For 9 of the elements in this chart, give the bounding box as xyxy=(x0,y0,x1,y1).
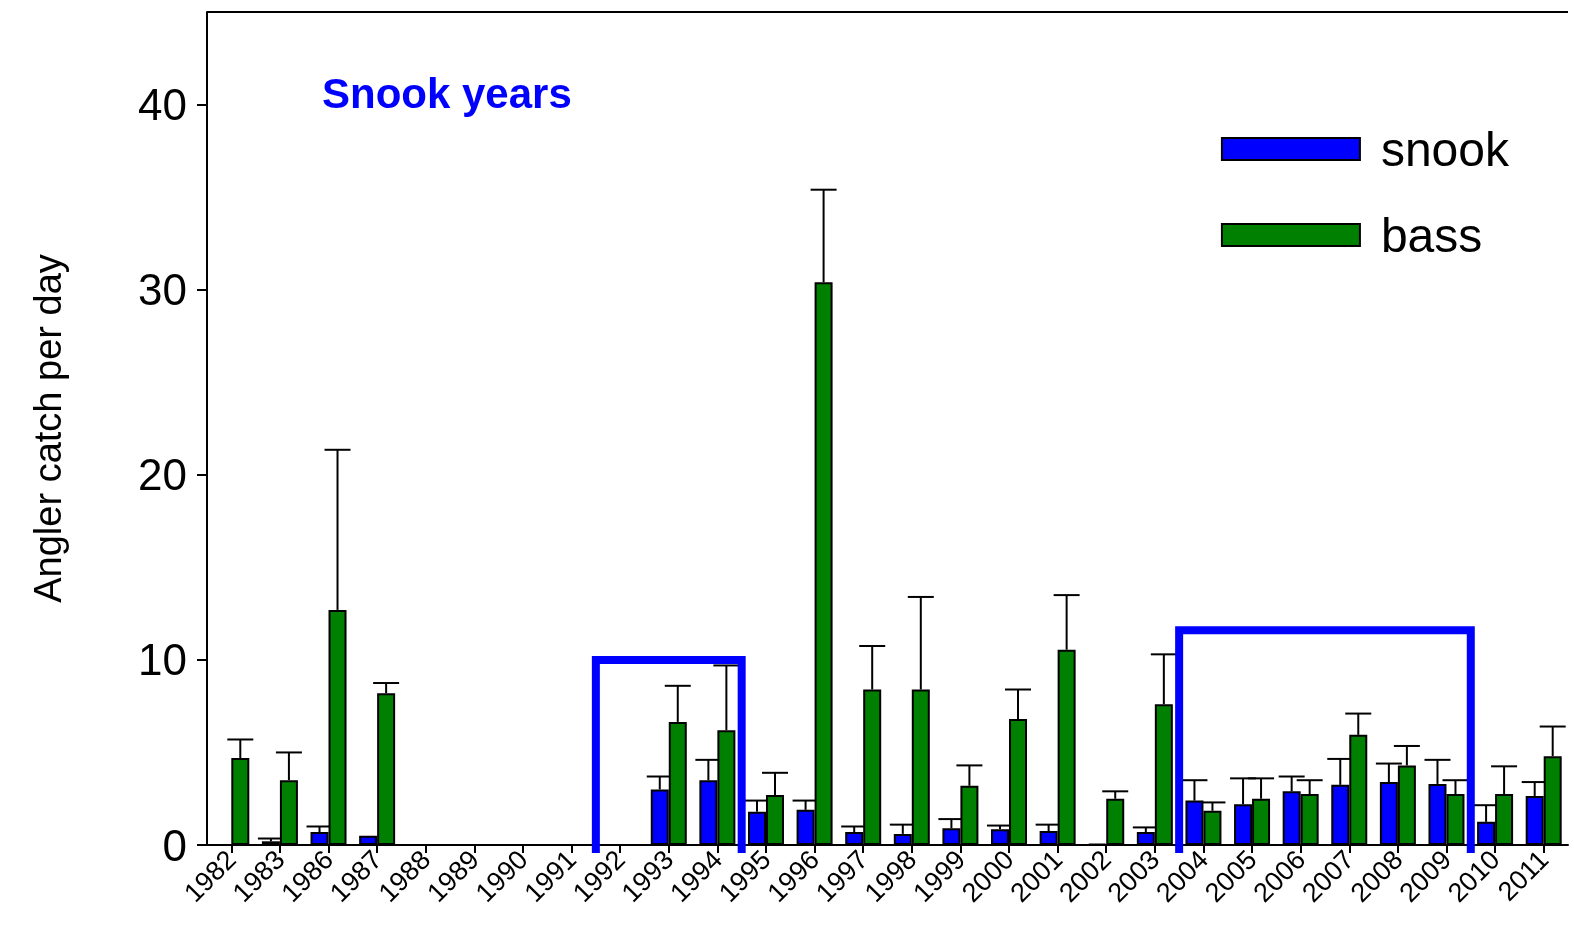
y-tick-label: 10 xyxy=(138,635,187,685)
annotation: Snook years xyxy=(322,69,572,117)
legend-label: snook xyxy=(1380,122,1510,176)
y-tick-label: 30 xyxy=(138,265,187,315)
y-axis-title: Angler catch per day xyxy=(27,254,69,603)
y-tick-label: 40 xyxy=(138,80,187,130)
y-tick-label: 0 xyxy=(162,820,187,870)
y-tick-label: 20 xyxy=(138,450,187,500)
legend-label: bass xyxy=(1380,208,1483,262)
